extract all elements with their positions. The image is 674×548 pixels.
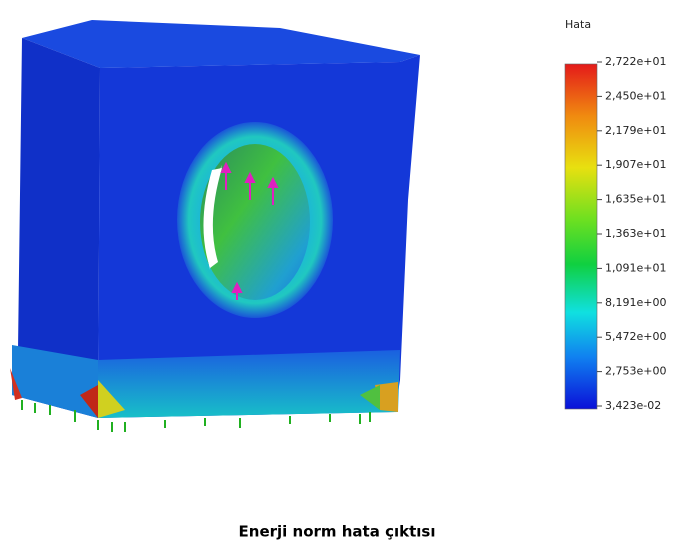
model-view xyxy=(10,20,420,432)
legend-label: 1,907e+01 xyxy=(605,158,666,171)
caption: Enerji norm hata çıktısı xyxy=(239,523,436,541)
hot-corner xyxy=(10,368,22,400)
legend-label: 3,423e-02 xyxy=(605,399,661,412)
warm-region xyxy=(360,385,380,410)
fixture-arrows xyxy=(21,400,371,432)
front-bottom-band xyxy=(98,350,400,418)
hot-corner xyxy=(80,385,98,418)
legend: Hata 2,722e+01 2,450e+01 2,179e+01 1,907e+0… xyxy=(564,18,666,412)
warm-region xyxy=(98,380,125,418)
left-face xyxy=(12,38,100,418)
top-face xyxy=(22,20,420,68)
legend-label: 2,753e+00 xyxy=(605,365,666,378)
legend-label: 2,722e+01 xyxy=(605,55,666,68)
legend-label: 2,179e+01 xyxy=(605,124,666,137)
left-bottom-band xyxy=(12,345,98,418)
load-arrows xyxy=(220,161,279,300)
legend-label: 1,635e+01 xyxy=(605,193,666,206)
legend-label: 8,191e+00 xyxy=(605,296,666,309)
legend-label: 5,472e+00 xyxy=(605,330,666,343)
legend-labels: 2,722e+01 2,450e+01 2,179e+01 1,907e+01 1,63… xyxy=(597,55,666,412)
legend-label: 1,363e+01 xyxy=(605,227,666,240)
color-bar xyxy=(564,63,598,410)
legend-label: 1,091e+01 xyxy=(605,261,666,274)
warm-region xyxy=(375,382,398,412)
hole xyxy=(200,144,310,300)
legend-label: 2,450e+01 xyxy=(605,89,666,102)
hole-gap xyxy=(203,168,222,268)
legend-title: Hata xyxy=(565,18,591,31)
